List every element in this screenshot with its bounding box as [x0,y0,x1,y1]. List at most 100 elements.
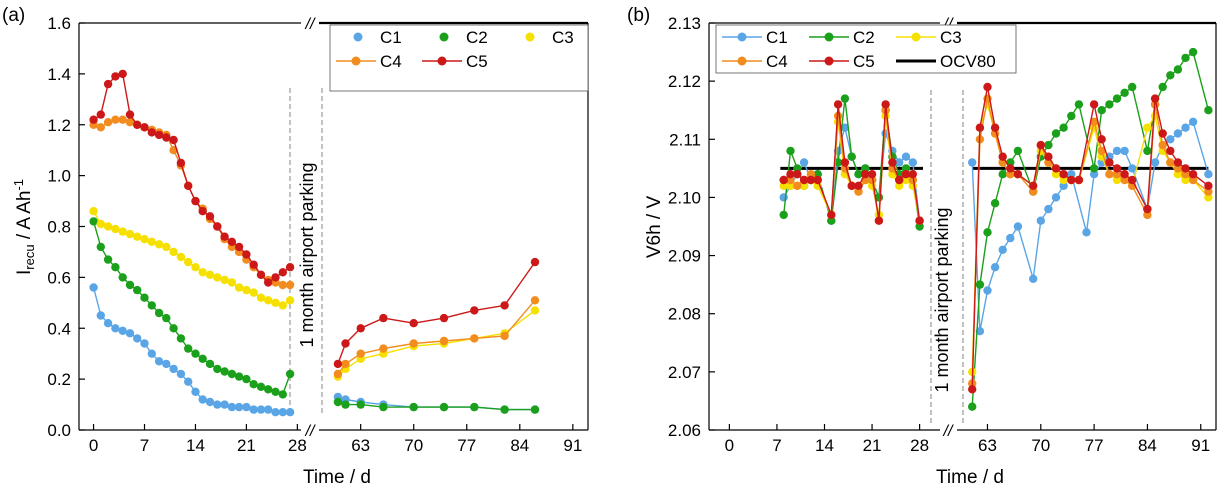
panel-b-series-c4-point [1089,117,1099,127]
panel-b-series-c5-point [1036,140,1046,150]
panel-a-series-c1-point [285,408,295,417]
panel-b-y-tick-label: 2.13 [668,14,701,33]
panel-b-series-c5-point [1074,175,1084,185]
panel-b-series-c5-point [1051,164,1061,173]
panel-b-x-tick-label: 0 [725,436,734,455]
panel-b-series-c5-point [983,82,992,92]
panel-b-series-c4-point [1120,175,1129,185]
panel-a-series-c1-point [111,324,120,333]
panel-b-series-c2-point [793,164,802,173]
panel-b-series-c2-point [1204,106,1213,115]
panel-b-series-c2-point [998,170,1007,179]
panel-a-series-c5-line [93,73,291,284]
legend-c1-marker [353,32,363,42]
panel-a-series-c5-point [96,110,106,119]
panel-b-y-axis-title: V6h / V [644,196,665,259]
panel-b-series-c3-point [901,175,911,185]
panel-a-series-c1-point [242,402,251,412]
panel-b-y-tick-label: 2.11 [669,130,701,149]
panel-b-series-c1-point [1013,222,1023,231]
panel-b-series-c5-point [1158,129,1167,138]
legend-c2-marker [439,32,449,42]
panel-b-series-c2-point [1120,88,1129,98]
panel-a-series-c2-point [89,217,98,226]
legend-c2-label: C2 [466,28,488,47]
panel-b-y-tick-label: 2.07 [668,363,701,382]
panel-b-series-c2-point [847,152,856,161]
panel-b-series-c1-point [901,152,911,161]
panel-b-series-c5-point [813,175,822,185]
panel-b-series-c1-point [1067,170,1076,179]
panel-b-series-c3-point [786,181,795,190]
panel-b-series-c5-point [975,123,985,132]
panel-a-series-c1-point [220,400,229,409]
panel-a-series-c5-point [111,72,120,81]
panel-b-series-c5-point [998,152,1007,161]
panel-a-series-c2-line [92,221,291,396]
panel-b-series-c2-point [854,170,863,179]
panel-a-series-c4-point [470,334,479,343]
panel-a-series-c5-point [439,313,449,323]
panel-b-series-c5-point [847,181,856,190]
panel-a-series-c2-point [234,372,244,381]
panel-b-series-c2-point [813,170,822,179]
panel-b-y-tick-label: 2.10 [668,188,701,207]
panel-b-series-c2-point [901,164,911,173]
panel-a-series-c1-point [89,283,98,292]
panel-b-series-c4-point [1158,140,1167,150]
panel-b-series-c1-point [998,245,1007,254]
panel-a-x-tick-label: 28 [288,436,307,455]
panel-a-series-c2-point [111,263,120,272]
panel-a-y-axis-symbol: I [14,270,35,275]
panel-a-series-c3-point [271,298,280,307]
panel-a-series-c2-point [140,293,149,302]
panel-b-series-c3-point [1059,175,1068,185]
panel-b-series-c1-point [983,286,992,295]
panel-a-series-c1-point [271,408,280,417]
panel-a-series-c2-point [118,273,127,282]
panel-b-series-c5-point [1112,164,1122,173]
panel-a-series-c2-point [264,385,273,394]
panel-a-series-c2-point [341,400,350,409]
panel-b-series-c5-point [1128,175,1137,185]
panel-b-series-c1-point [895,158,904,167]
panel-a-series-c3-point [96,219,106,229]
panel-b-x-tick-label: 77 [1085,436,1104,455]
legend-c2-marker [824,32,834,42]
panel-a-series-c5-point [356,324,365,333]
panel-a-x-tick-label: 91 [563,436,582,455]
legend-c1-label: C1 [766,28,788,47]
panel-a-series-c2-point [278,390,287,399]
panel-a-series-c3-point [249,288,258,297]
panel-a-series-c5-point [256,270,266,279]
panel-a-series-c4-point [96,123,106,132]
panel-a-series-c4-point [530,296,540,305]
panel-b-series-c4-point [1006,170,1015,179]
panel-b-series-c2-point [1158,82,1167,92]
panel-b-series-c5-point [779,175,788,185]
panel-b-series-c5-point [881,100,890,109]
panel-a-series-c3-point [140,235,149,244]
panel-b-series-c2-point [827,216,836,225]
panel-a-series-c2-point [103,255,113,264]
panel-a-series-c4-point [341,359,350,369]
panel-b-series-c3-point [1204,193,1213,202]
panel-b-plot: // // 2.06 2.07 2.08 2.09 2.10 2.11 2.12 2.13 0 7 14… [668,14,1217,455]
panel-a-series-c5-point [234,242,244,252]
panel-a-series-c1-point [125,329,135,338]
panel-a-series-c3-point [125,229,135,239]
panel-a-series-c1-point [96,311,106,320]
panel-b-series-c1-point [1181,123,1190,132]
panel-b-series-c1-point [1112,146,1122,156]
panel-a-series-c1-point [140,339,149,348]
panel-a-series-c3-point [169,247,178,257]
legend-c4-marker [351,56,361,66]
legend-c5-marker [824,56,834,66]
panel-a-series-c1-point [176,369,186,379]
panel-a-series-c1-point [234,402,244,412]
panel-b-series-c3-point [895,181,904,190]
panel-a-series-c5-point [379,313,388,323]
panel-a-series-c3-point [184,257,193,267]
panel-b-y-tick-label: 2.08 [668,305,701,324]
